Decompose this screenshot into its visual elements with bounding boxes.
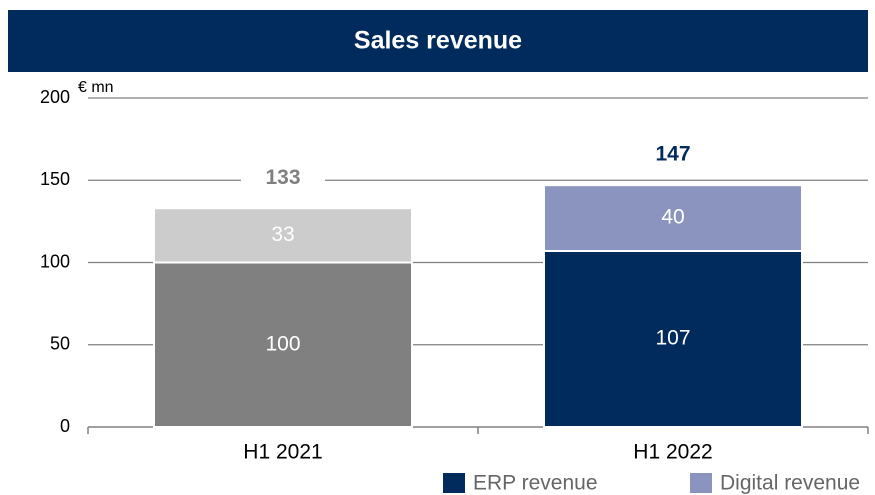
title-banner <box>8 10 868 72</box>
data-label: 40 <box>661 206 684 229</box>
total-label: 133 <box>265 166 300 189</box>
y-tick-label: 50 <box>50 334 70 354</box>
y-tick-label: 100 <box>40 251 70 271</box>
legend-swatch <box>443 473 465 493</box>
data-label: 107 <box>655 327 690 350</box>
legend-label: ERP revenue <box>473 472 598 495</box>
bar-segment <box>153 207 413 264</box>
bar-segment <box>543 184 803 252</box>
x-tick-label: H1 2021 <box>243 441 322 464</box>
bar-segment <box>153 261 413 428</box>
data-label: 100 <box>265 332 300 355</box>
x-tick-label: H1 2022 <box>633 441 712 464</box>
legend-label: Digital revenue <box>720 472 860 495</box>
bar-segment <box>543 249 803 428</box>
total-label-bg <box>631 141 715 170</box>
total-label-bg <box>241 164 325 193</box>
legend-swatch <box>690 473 712 493</box>
total-label: 147 <box>655 143 690 166</box>
y-tick-label: 200 <box>40 87 70 107</box>
y-axis-label: € mn <box>78 79 114 96</box>
data-label: 33 <box>271 223 294 246</box>
y-tick-label: 150 <box>40 169 70 189</box>
y-tick-label: 0 <box>60 416 70 436</box>
chart-title: Sales revenue <box>354 27 522 55</box>
